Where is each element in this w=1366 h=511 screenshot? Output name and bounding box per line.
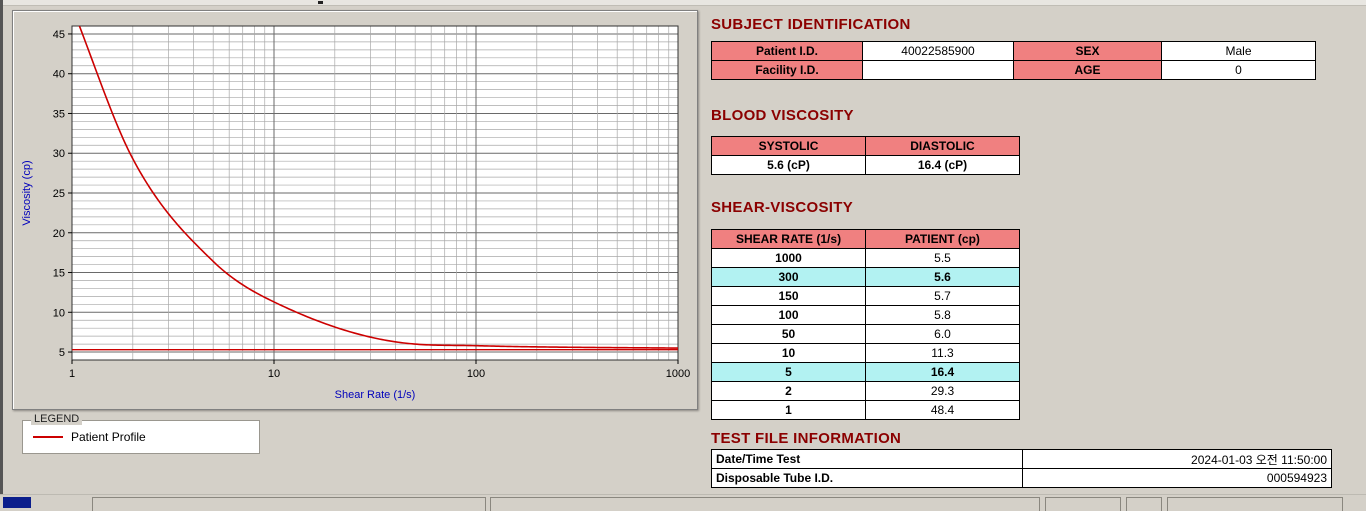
- taskbar-button[interactable]: [1045, 497, 1121, 511]
- viscosity-chart: 5 10 15 20 25 30 35 40 45 1 10 100 1000 Shear Rate (1…: [16, 14, 694, 406]
- table-row: 1 48.4: [711, 400, 1020, 420]
- shear-rate-cell: 300: [711, 267, 866, 287]
- patient-cp-cell: 5.7: [865, 286, 1020, 306]
- patient-cp-cell: 11.3: [865, 343, 1020, 363]
- patient-cp-cell: 5.5: [865, 248, 1020, 268]
- viscosity-chart-panel: 5 10 15 20 25 30 35 40 45 1 10 100 1000 Shear Rate (1…: [12, 10, 698, 410]
- table-row: SHEAR RATE (1/s) PATIENT (cp): [711, 229, 1020, 249]
- patient-cp-cell: 16.4: [865, 362, 1020, 382]
- shear-rate-cell: 5: [711, 362, 866, 382]
- patient-cp-header: PATIENT (cp): [865, 229, 1020, 249]
- datetime-test-value: 2024-01-03 오전 11:50:00: [1022, 449, 1332, 469]
- shear-rate-cell: 2: [711, 381, 866, 401]
- patient-id-value: 40022585900: [862, 41, 1014, 61]
- age-value: 0: [1161, 60, 1316, 80]
- blood-viscosity-title: BLOOD VISCOSITY: [711, 107, 854, 124]
- patient-cp-cell: 5.8: [865, 305, 1020, 325]
- shear-rate-cell: 100: [711, 305, 866, 325]
- shear-rate-header: SHEAR RATE (1/s): [711, 229, 866, 249]
- svg-text:15: 15: [53, 268, 65, 280]
- patient-id-label: Patient I.D.: [711, 41, 863, 61]
- table-row: Patient I.D. 40022585900 SEX Male: [711, 41, 1316, 61]
- svg-text:1: 1: [69, 368, 75, 380]
- taskbar-button[interactable]: [92, 497, 486, 511]
- subject-identification-title: SUBJECT IDENTIFICATION: [711, 16, 911, 33]
- test-file-information-title: TEST FILE INFORMATION: [711, 430, 902, 447]
- disposable-tube-id-label: Disposable Tube I.D.: [711, 468, 1023, 488]
- patient-cp-cell: 5.6: [865, 267, 1020, 287]
- facility-id-label: Facility I.D.: [711, 60, 863, 80]
- shear-rate-cell: 1: [711, 400, 866, 420]
- shear-rate-cell: 150: [711, 286, 866, 306]
- shear-rate-cell: 1000: [711, 248, 866, 268]
- table-row: 50 6.0: [711, 324, 1020, 344]
- disposable-tube-id-value: 000594923: [1022, 468, 1332, 488]
- diastolic-header: DIASTOLIC: [865, 136, 1020, 156]
- table-row: 150 5.7: [711, 286, 1020, 306]
- legend-series-label: Patient Profile: [71, 430, 146, 444]
- table-row: 100 5.8: [711, 305, 1020, 325]
- svg-text:10: 10: [53, 307, 65, 319]
- svg-text:Shear Rate (1/s): Shear Rate (1/s): [335, 389, 416, 401]
- taskbar-button[interactable]: [1167, 497, 1343, 511]
- svg-text:35: 35: [53, 108, 65, 120]
- taskbar-button[interactable]: [490, 497, 1040, 511]
- svg-text:20: 20: [53, 228, 65, 240]
- taskbar-start-fragment[interactable]: [3, 497, 31, 508]
- patient-cp-cell: 6.0: [865, 324, 1020, 344]
- systolic-header: SYSTOLIC: [711, 136, 866, 156]
- svg-text:45: 45: [53, 29, 65, 41]
- age-label: AGE: [1013, 60, 1162, 80]
- table-row: 5.6 (cP) 16.4 (cP): [711, 155, 1020, 175]
- legend-box: LEGEND Patient Profile: [22, 413, 260, 454]
- table-row-highlighted: 300 5.6: [711, 267, 1020, 287]
- patient-cp-cell: 48.4: [865, 400, 1020, 420]
- top-strip: [3, 0, 1366, 6]
- legend-title: LEGEND: [31, 413, 83, 425]
- shear-viscosity-table: SHEAR RATE (1/s) PATIENT (cp) 1000 5.5 3…: [711, 229, 1020, 420]
- diastolic-value: 16.4 (cP): [865, 155, 1020, 175]
- shear-viscosity-title: SHEAR-VISCOSITY: [711, 199, 854, 216]
- table-row: SYSTOLIC DIASTOLIC: [711, 136, 1020, 156]
- shear-rate-cell: 50: [711, 324, 866, 344]
- systolic-value: 5.6 (cP): [711, 155, 866, 175]
- table-row: Date/Time Test 2024-01-03 오전 11:50:00: [711, 449, 1332, 469]
- svg-text:40: 40: [53, 69, 65, 81]
- legend-row: Patient Profile: [23, 421, 259, 453]
- sex-value: Male: [1161, 41, 1316, 61]
- top-strip-tick: [318, 1, 323, 4]
- shear-rate-cell: 10: [711, 343, 866, 363]
- blood-viscosity-table: SYSTOLIC DIASTOLIC 5.6 (cP) 16.4 (cP): [711, 136, 1020, 175]
- table-row: 2 29.3: [711, 381, 1020, 401]
- window-left-edge: [0, 0, 3, 508]
- svg-text:10: 10: [268, 368, 280, 380]
- table-row: 10 11.3: [711, 343, 1020, 363]
- sex-label: SEX: [1013, 41, 1162, 61]
- table-row: Disposable Tube I.D. 000594923: [711, 468, 1332, 488]
- taskbar-button[interactable]: [1126, 497, 1162, 511]
- table-row-highlighted: 5 16.4: [711, 362, 1020, 382]
- svg-text:25: 25: [53, 188, 65, 200]
- test-file-table: Date/Time Test 2024-01-03 오전 11:50:00 Di…: [711, 449, 1332, 488]
- svg-text:30: 30: [53, 148, 65, 160]
- patient-cp-cell: 29.3: [865, 381, 1020, 401]
- svg-text:100: 100: [467, 368, 485, 380]
- svg-text:Viscosity (cp): Viscosity (cp): [21, 160, 33, 225]
- table-row: Facility I.D. AGE 0: [711, 60, 1316, 80]
- subject-id-table: Patient I.D. 40022585900 SEX Male Facili…: [711, 41, 1316, 80]
- datetime-test-label: Date/Time Test: [711, 449, 1023, 469]
- table-row: 1000 5.5: [711, 248, 1020, 268]
- legend-line-sample: [33, 436, 63, 438]
- svg-text:1000: 1000: [666, 368, 690, 380]
- facility-id-value: [862, 60, 1014, 80]
- svg-text:5: 5: [59, 347, 65, 359]
